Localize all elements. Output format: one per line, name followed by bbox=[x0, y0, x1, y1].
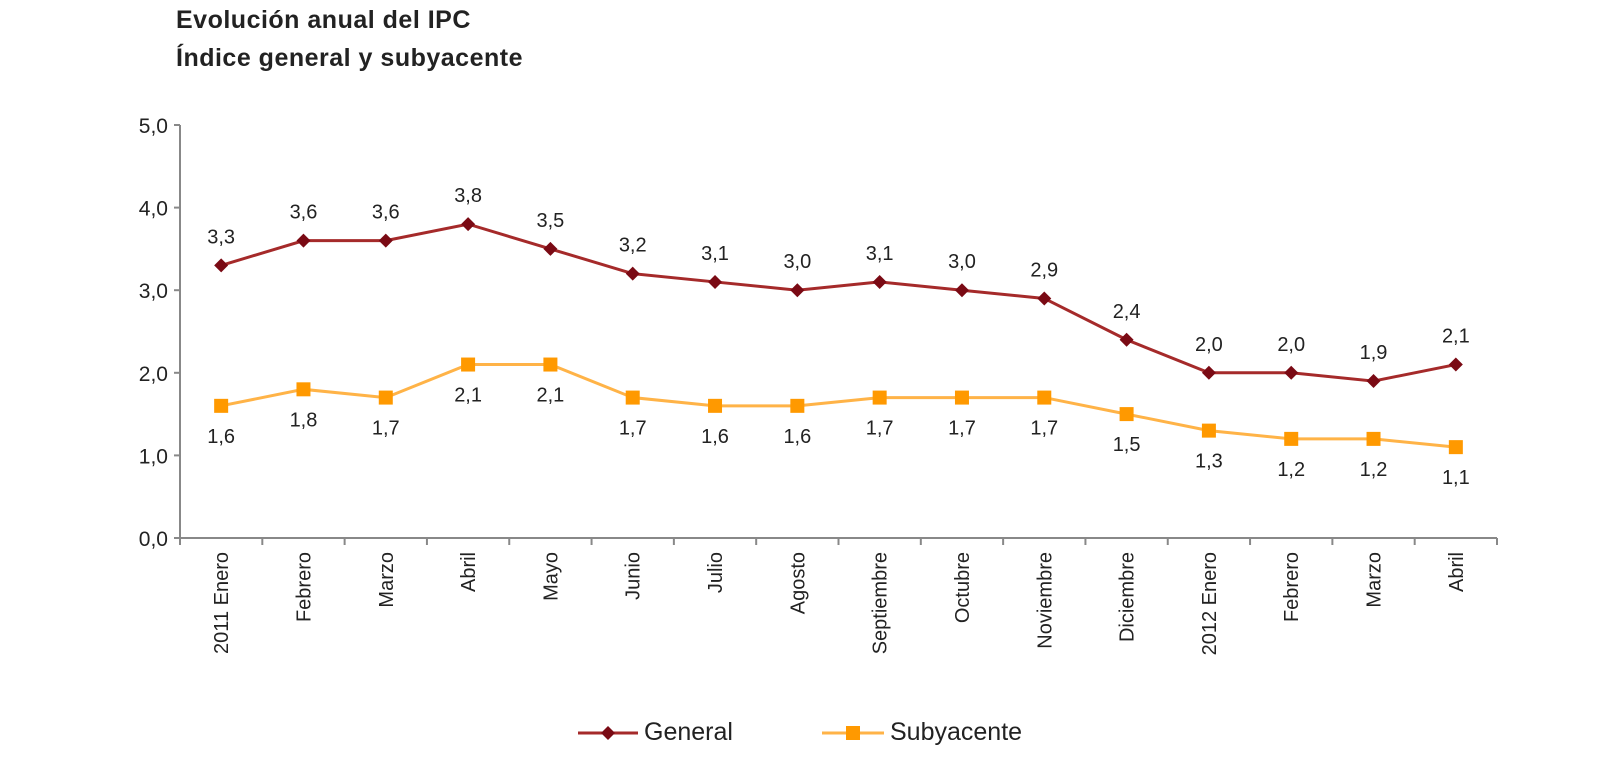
y-tick-label: 1,0 bbox=[139, 445, 168, 468]
legend-subyacente-marker bbox=[822, 725, 884, 740]
data-point-subyacente bbox=[790, 398, 805, 413]
data-label-general: 2,4 bbox=[1113, 301, 1141, 323]
data-label-general: 2,0 bbox=[1277, 334, 1305, 356]
series-line-subyacente bbox=[220, 363, 1456, 449]
legend-item-general: General bbox=[578, 718, 733, 747]
data-point-general bbox=[872, 274, 887, 289]
x-tick-label: Febrero bbox=[1281, 552, 1303, 622]
x-tick-label: 2012 Enero bbox=[1199, 552, 1221, 655]
data-label-subyacente: 1,7 bbox=[372, 418, 400, 440]
data-point-subyacente bbox=[296, 382, 311, 397]
data-point-subyacente bbox=[954, 390, 969, 405]
data-point-general bbox=[461, 217, 476, 232]
data-label-subyacente: 1,7 bbox=[948, 418, 976, 440]
y-tick-label: 0,0 bbox=[139, 528, 168, 551]
data-point-subyacente bbox=[625, 390, 640, 405]
y-tick-label: 3,0 bbox=[139, 280, 168, 303]
data-point-subyacente bbox=[1448, 440, 1463, 455]
y-tick-label: 2,0 bbox=[139, 363, 168, 386]
data-label-subyacente: 1,3 bbox=[1195, 451, 1223, 473]
data-label-subyacente: 1,7 bbox=[1030, 418, 1058, 440]
data-point-general bbox=[708, 274, 723, 289]
x-tick-label: Abril bbox=[1446, 552, 1468, 592]
x-tick-label: Mayo bbox=[540, 552, 562, 601]
data-point-general bbox=[296, 233, 311, 248]
data-label-subyacente: 1,6 bbox=[783, 426, 811, 448]
data-point-general bbox=[1366, 374, 1381, 389]
data-label-general: 3,6 bbox=[372, 202, 400, 224]
data-point-subyacente bbox=[461, 357, 476, 372]
data-point-subyacente bbox=[872, 390, 887, 405]
data-point-subyacente bbox=[1201, 423, 1216, 438]
data-point-general bbox=[543, 241, 558, 256]
x-tick-label: Febrero bbox=[293, 552, 315, 622]
data-point-subyacente bbox=[378, 390, 393, 405]
legend-label-subyacente: Subyacente bbox=[890, 718, 1023, 746]
data-label-subyacente: 1,1 bbox=[1442, 467, 1470, 489]
legend-item-subyacente: Subyacente bbox=[822, 718, 1022, 747]
data-point-general bbox=[1037, 291, 1052, 306]
data-label-general: 3,3 bbox=[207, 226, 235, 248]
x-tick-label: Marzo bbox=[1364, 552, 1386, 608]
x-tick-label: Septiembre bbox=[870, 552, 892, 654]
data-point-general bbox=[1284, 365, 1299, 380]
x-tick-label: Abril bbox=[458, 552, 480, 592]
data-label-subyacente: 1,2 bbox=[1360, 459, 1388, 481]
data-label-general: 1,9 bbox=[1360, 342, 1388, 364]
data-point-general bbox=[1448, 357, 1463, 372]
data-point-subyacente bbox=[1119, 407, 1134, 422]
chart-title: Evolución anual del IPC bbox=[176, 6, 471, 34]
data-label-general: 3,1 bbox=[866, 243, 894, 265]
data-point-subyacente bbox=[543, 357, 558, 372]
data-point-subyacente bbox=[1366, 431, 1381, 446]
data-label-general: 3,0 bbox=[948, 251, 976, 273]
legend-general-marker bbox=[578, 725, 638, 740]
x-tick-label: Junio bbox=[623, 552, 645, 600]
x-tick-label: Diciembre bbox=[1117, 552, 1139, 642]
series-line-general bbox=[220, 222, 1457, 383]
x-tick-label: Agosto bbox=[787, 552, 809, 614]
data-label-subyacente: 2,1 bbox=[454, 385, 482, 407]
data-label-subyacente: 1,7 bbox=[619, 418, 647, 440]
data-label-subyacente: 1,6 bbox=[207, 426, 235, 448]
data-point-general bbox=[625, 266, 640, 281]
data-label-subyacente: 1,5 bbox=[1113, 434, 1141, 456]
data-label-general: 3,8 bbox=[454, 185, 482, 207]
data-point-general bbox=[790, 283, 805, 298]
x-tick-label: 2011 Enero bbox=[211, 552, 233, 654]
data-point-general bbox=[378, 233, 393, 248]
y-tick-label: 4,0 bbox=[139, 198, 168, 221]
data-label-subyacente: 1,7 bbox=[866, 418, 894, 440]
x-tick-label: Octubre bbox=[952, 552, 974, 623]
data-label-subyacente: 1,2 bbox=[1277, 459, 1305, 481]
data-point-general bbox=[954, 283, 969, 298]
data-point-subyacente bbox=[1284, 431, 1299, 446]
data-point-subyacente bbox=[214, 398, 229, 413]
x-tick-label: Julio bbox=[705, 552, 727, 593]
data-label-subyacente: 1,8 bbox=[290, 409, 318, 431]
legend-label-general: General bbox=[644, 718, 733, 746]
data-label-general: 3,1 bbox=[701, 243, 729, 265]
data-label-general: 3,2 bbox=[619, 235, 647, 257]
data-label-general: 3,0 bbox=[783, 251, 811, 273]
data-point-general bbox=[214, 258, 229, 273]
data-label-general: 2,0 bbox=[1195, 334, 1223, 356]
data-point-subyacente bbox=[708, 398, 723, 413]
data-label-subyacente: 1,6 bbox=[701, 426, 729, 448]
data-point-general bbox=[1119, 332, 1134, 347]
x-tick-label: Marzo bbox=[376, 552, 398, 608]
x-tick-label: Noviembre bbox=[1034, 552, 1056, 649]
data-point-subyacente bbox=[1037, 390, 1052, 405]
data-label-general: 2,9 bbox=[1030, 259, 1058, 281]
y-tick-label: 5,0 bbox=[139, 115, 168, 138]
chart-subtitle: Índice general y subyacente bbox=[176, 44, 523, 72]
data-label-general: 2,1 bbox=[1442, 326, 1470, 348]
data-label-general: 3,6 bbox=[290, 202, 318, 224]
data-point-general bbox=[1201, 365, 1216, 380]
data-label-general: 3,5 bbox=[537, 210, 565, 232]
data-label-subyacente: 2,1 bbox=[537, 385, 565, 407]
